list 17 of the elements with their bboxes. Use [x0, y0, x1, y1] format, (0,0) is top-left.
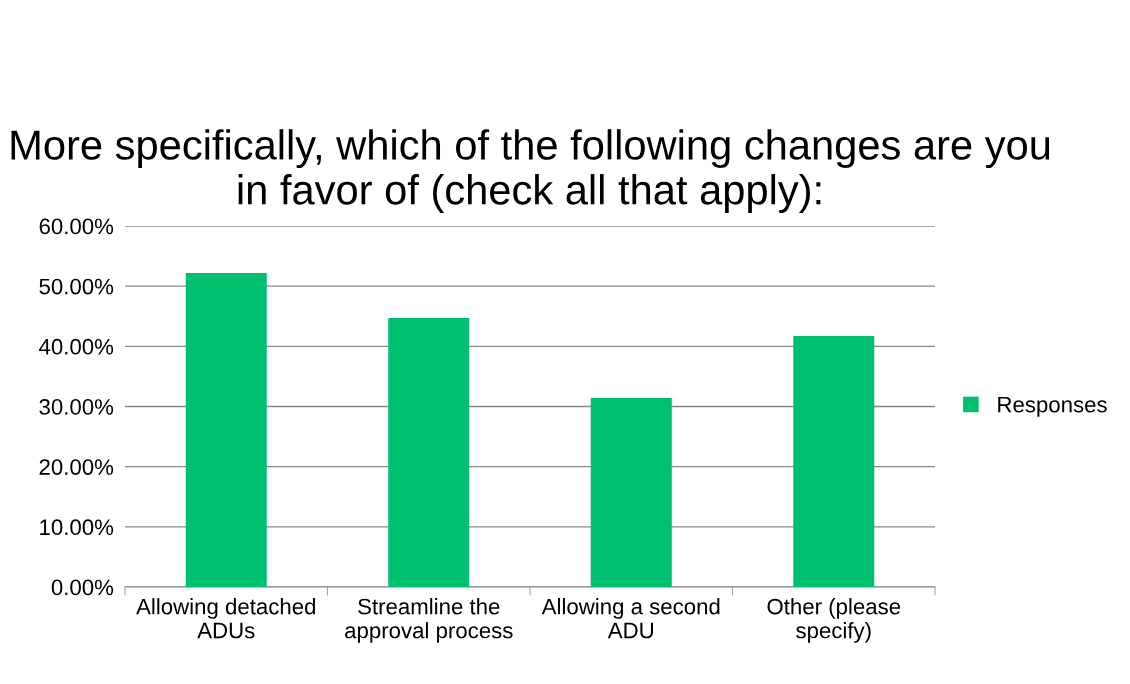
y-tick-label: 40.00% [39, 338, 114, 355]
y-tick-label: 10.00% [40, 519, 114, 536]
y-tick-label: 60.00% [39, 218, 114, 235]
legend-label: Responses [998, 396, 1107, 417]
chart-title: More specifically, which of the following changes are you in favor of (check all that apply): [11, 129, 1050, 213]
x-tick-label: Streamline the approval process [345, 598, 513, 643]
y-tick-label: 30.00% [39, 399, 114, 415]
bar [388, 318, 470, 587]
y-tick-label: 0.00% [51, 579, 114, 596]
x-tick-label: Other (please specify) [767, 598, 901, 643]
x-tick-label: Allowing detached ADUs [136, 598, 316, 639]
bar [793, 336, 875, 587]
y-tick-label: 50.00% [39, 278, 114, 295]
x-tick-label: Allowing a second ADU [541, 598, 720, 639]
bar [590, 398, 672, 587]
y-tick-label: 20.00% [39, 459, 114, 475]
bar [185, 272, 267, 587]
